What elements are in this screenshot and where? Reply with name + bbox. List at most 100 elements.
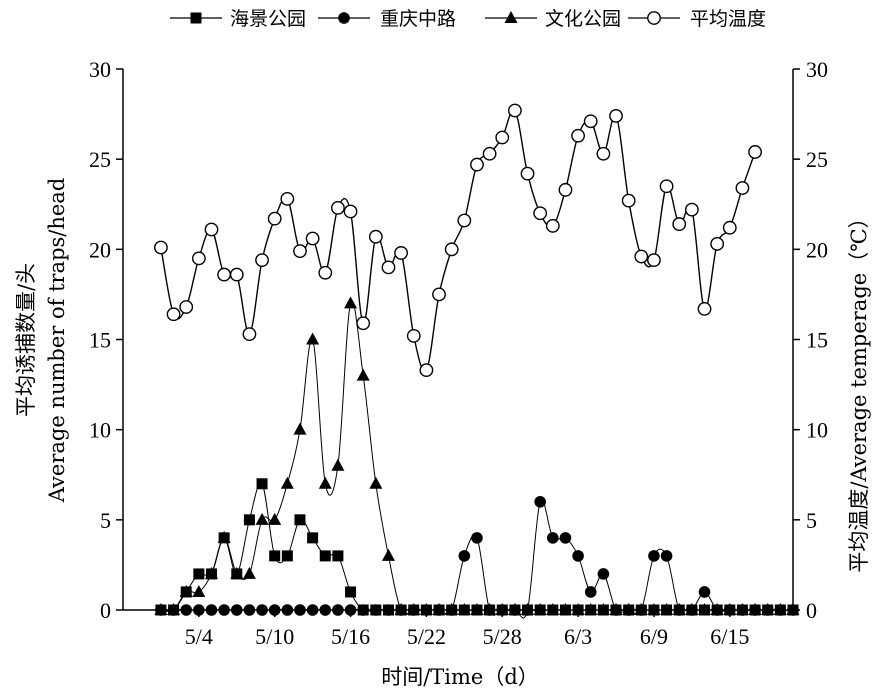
series-4-point: [166, 307, 181, 322]
y-left-tick-label: 25: [89, 147, 111, 172]
y-left-title-line2: Average number of traps/head: [45, 178, 69, 504]
series-4-point: [634, 249, 649, 264]
series-4-point: [470, 157, 484, 172]
x-tick-label: 5/16: [331, 624, 370, 649]
series-4-point: [255, 253, 269, 268]
series-4-point: [647, 253, 661, 268]
y-left-tick-label: 0: [100, 598, 111, 623]
series-3-point: [268, 512, 282, 525]
series-1-point: [294, 514, 306, 526]
series-4-point: [242, 327, 257, 341]
series-4-point: [356, 316, 371, 331]
y-right-tick-label: 20: [806, 237, 828, 262]
legend-label: 平均温度: [690, 8, 766, 30]
legend-item-1: 海景公园: [170, 8, 306, 30]
series-3-point: [344, 296, 358, 309]
series-2-point: [559, 532, 572, 544]
series-2-point: [597, 568, 610, 580]
series-1-point: [345, 586, 357, 598]
x-tick-label: 6/9: [640, 624, 668, 649]
series-1-point: [319, 550, 331, 562]
legend-item-2: 重庆中路: [318, 8, 456, 30]
series-2-point: [471, 532, 483, 544]
series-4-point: [444, 242, 459, 257]
y-right-tick-label: 25: [806, 147, 828, 172]
series-1-point: [307, 532, 319, 544]
y-right-tick-label: 10: [806, 418, 828, 443]
series-2-point: [648, 550, 660, 562]
x-axis-title: 时间/Time（d）: [381, 665, 539, 689]
series-4-point: [748, 145, 762, 159]
series-2-point: [584, 586, 597, 598]
series-4-point: [621, 193, 636, 208]
series-4-point: [394, 246, 409, 260]
x-tick-label: 5/22: [407, 624, 446, 649]
series-1-point: [205, 568, 217, 580]
legend-marker: [504, 11, 518, 23]
series-4-point: [318, 265, 333, 280]
series-4-point: [583, 114, 598, 129]
series-4-point: [305, 231, 320, 246]
y-right-tick-label: 0: [806, 598, 817, 623]
legend-label: 文化公园: [545, 8, 621, 30]
series-2-line: [160, 499, 793, 619]
series-4-point: [482, 146, 497, 161]
series-2-point: [458, 550, 471, 562]
series-3-point: [369, 476, 383, 489]
series-4-point: [545, 218, 560, 233]
y-left-tick-label: 30: [89, 57, 111, 82]
series-4-point: [659, 179, 674, 194]
series-3-point: [280, 476, 294, 489]
series-4-point: [381, 260, 396, 275]
series-4-point: [419, 363, 434, 378]
series-2-point: [698, 586, 711, 598]
series-4-point: [495, 130, 510, 145]
series-4-point: [571, 128, 585, 143]
series-4-point: [406, 328, 421, 343]
series-4-point: [204, 222, 219, 237]
series-3-point: [331, 458, 345, 471]
series-2: [155, 496, 799, 619]
y-right-tick-label: 15: [806, 328, 828, 353]
series-2-point: [534, 496, 546, 508]
plot-area: [154, 103, 800, 619]
x-tick-label: 5/10: [255, 624, 294, 649]
series-3-point: [306, 332, 320, 345]
legend-item-4: 平均温度: [628, 8, 766, 30]
series-1-point: [332, 550, 344, 562]
legend-marker: [338, 12, 350, 24]
series-4-point: [596, 146, 611, 161]
legend-marker: [647, 11, 661, 25]
series-3-point: [242, 566, 256, 579]
series-4-point: [507, 103, 522, 118]
series-4-point: [154, 240, 168, 255]
series-4: [154, 103, 762, 378]
series-4-point: [558, 182, 573, 197]
series-3-point: [381, 548, 395, 561]
series-3-point: [293, 422, 307, 435]
axes: 0 5 10 15 20 25 30 0 5 10 15 20 25 30 5/4 5/10 5/16 5/22 5…: [14, 57, 871, 689]
series-1-point: [180, 586, 192, 598]
series-4-point: [710, 237, 725, 251]
series-4-point: [368, 229, 383, 244]
legend-label: 重庆中路: [380, 8, 456, 30]
legend-label: 海景公园: [230, 8, 306, 30]
series-2-point: [660, 550, 673, 562]
x-tick-label: 5/4: [185, 624, 213, 649]
x-tick-label: 6/3: [564, 624, 592, 649]
series-4-point: [229, 267, 244, 282]
series-4-point: [684, 202, 699, 217]
series-3-point: [318, 476, 332, 489]
series-2-point: [572, 550, 584, 562]
series-4-point: [735, 181, 750, 195]
series-3-line: [160, 300, 793, 615]
series-4-point: [457, 213, 472, 228]
y-left-title-line1: 平均诱捕数量/头: [14, 263, 38, 417]
series-4-point: [697, 301, 712, 316]
series-1-point: [281, 550, 293, 562]
series-4-point: [280, 191, 295, 206]
series-4-point: [331, 200, 345, 215]
series-4-point: [191, 251, 206, 266]
series-4-point: [293, 244, 307, 259]
series-4-point: [520, 166, 535, 181]
